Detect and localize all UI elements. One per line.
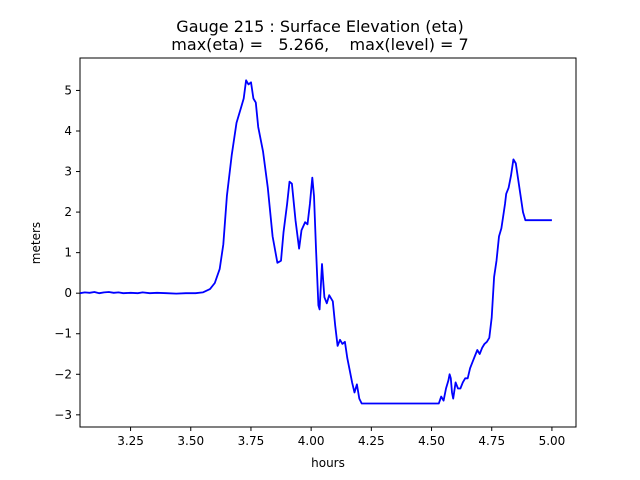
y-tick-label: 3 xyxy=(64,165,72,179)
x-tick-label: 3.50 xyxy=(177,434,204,448)
y-axis-label: meters xyxy=(29,222,43,264)
y-axis-ticks: −3 −2 −1 0 1 2 3 4 5 xyxy=(54,83,80,422)
chart-subtitle: max(eta) = 5.266, max(level) = 7 xyxy=(171,35,468,54)
y-tick-label: 0 xyxy=(64,286,72,300)
chart-title: Gauge 215 : Surface Elevation (eta) xyxy=(176,17,463,36)
y-tick-label: −3 xyxy=(54,408,72,422)
series-line xyxy=(79,79,552,405)
x-axis-label: hours xyxy=(311,456,345,470)
x-axis-ticks: 3.25 3.50 3.75 4.00 4.25 4.50 4.75 5.00 xyxy=(117,427,565,448)
y-tick-label: −2 xyxy=(54,367,72,381)
y-tick-label: 5 xyxy=(64,83,72,97)
x-tick-label: 4.00 xyxy=(298,434,325,448)
x-tick-label: 4.25 xyxy=(358,434,385,448)
x-tick-label: 3.75 xyxy=(238,434,265,448)
y-tick-label: −1 xyxy=(54,327,72,341)
y-tick-label: 2 xyxy=(64,205,72,219)
x-tick-label: 3.25 xyxy=(117,434,144,448)
x-tick-label: 5.00 xyxy=(539,434,566,448)
y-tick-label: 4 xyxy=(64,124,72,138)
y-tick-label: 1 xyxy=(64,246,72,260)
x-tick-label: 4.50 xyxy=(418,434,445,448)
x-tick-label: 4.75 xyxy=(478,434,505,448)
plot-frame xyxy=(79,57,577,428)
